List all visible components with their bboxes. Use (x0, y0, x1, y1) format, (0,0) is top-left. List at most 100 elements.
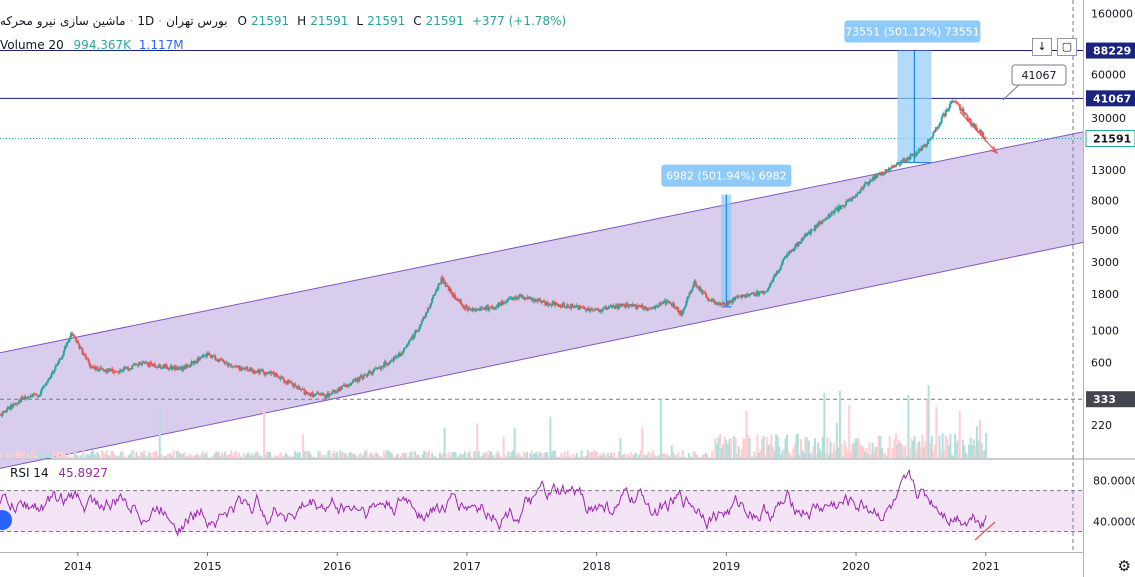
volume-bar (264, 455, 267, 458)
volume-bar (894, 433, 897, 458)
candle-body (253, 370, 256, 373)
scroll-down-icon[interactable]: ↓ (1032, 38, 1052, 56)
candle-body (449, 288, 452, 292)
candle-body (973, 124, 976, 128)
navigate-icon[interactable] (0, 510, 12, 530)
candle-body (196, 358, 199, 364)
candle-body (273, 372, 276, 377)
y-tick-1000: 1000 (1091, 325, 1119, 338)
candle-body (848, 198, 851, 201)
candle-body (226, 362, 229, 366)
volume-bar (719, 433, 722, 458)
candle-body (444, 282, 447, 287)
volume-bar (385, 450, 388, 458)
volume-legend[interactable]: Volume 20 994.367K 1.117M (0, 38, 184, 52)
candle-body (424, 312, 427, 318)
volume-bar (522, 451, 525, 458)
volume-bar (982, 451, 985, 458)
x-tick-2021: 2021 (972, 560, 1000, 573)
volume-bar (214, 451, 217, 458)
volume-bar (670, 445, 673, 458)
candle-body (431, 298, 434, 303)
candle-body (355, 378, 358, 383)
volume-bar (672, 451, 675, 458)
candle-body (948, 104, 951, 109)
volume-bar (860, 445, 863, 458)
volume-bar (849, 450, 852, 458)
volume-bar (893, 438, 896, 458)
volume-bar (739, 456, 742, 458)
volume-bar (132, 450, 135, 458)
rsi-legend[interactable]: RSI 14 45.8927 (10, 466, 108, 480)
candle-body (141, 361, 144, 364)
volume-bar (364, 450, 367, 458)
candle-body (216, 359, 219, 361)
volume-bar (835, 423, 838, 458)
volume-bar (57, 451, 60, 458)
candle-body (433, 294, 436, 296)
candle-body (796, 243, 799, 247)
candle-body (533, 300, 536, 302)
candle-body (633, 304, 636, 306)
candle-body (857, 192, 860, 194)
candle-body (290, 381, 293, 383)
volume-bar (625, 457, 628, 458)
candle-body (223, 361, 226, 364)
volume-bar (301, 434, 304, 458)
candle-body (602, 307, 605, 310)
candle-body (291, 382, 294, 384)
candle-body (707, 297, 710, 301)
symbol-name[interactable]: ماشین سازی نیرو محرکه (0, 14, 126, 28)
volume-value-2: 1.117M (138, 38, 184, 52)
candle-body (383, 361, 386, 368)
volume-bar (871, 442, 874, 458)
volume-bar (80, 454, 83, 458)
candle-body (210, 355, 213, 359)
volume-bar (759, 449, 762, 458)
volume-bar (656, 456, 659, 458)
interval-label[interactable]: 1D (137, 14, 155, 28)
candle-body (221, 360, 224, 362)
volume-bar (927, 385, 930, 458)
candle-body (364, 374, 367, 376)
candle-body (614, 305, 617, 309)
candle-body (741, 294, 744, 298)
volume-bar (202, 451, 205, 458)
volume-bar (669, 457, 672, 458)
candle-body (472, 308, 475, 311)
candle-body (203, 355, 206, 357)
volume-bar (624, 453, 627, 458)
candle-body (57, 360, 60, 364)
volume-bar (695, 454, 698, 458)
candle-body (362, 374, 365, 379)
candle-body (676, 307, 679, 309)
candle-body (219, 358, 222, 360)
volume-bar (848, 405, 851, 458)
volume-bar (743, 438, 746, 458)
volume-bar (354, 455, 357, 458)
gear-icon[interactable]: ⚙ (1117, 557, 1131, 575)
candle-body (661, 303, 664, 305)
candle-body (617, 305, 620, 309)
volume-bar (443, 427, 446, 458)
y-tick-160000: 160000 (1091, 7, 1133, 20)
volume-bar (635, 453, 638, 458)
volume-bar (146, 457, 149, 458)
candle-body (402, 350, 405, 353)
candle-body (931, 136, 934, 139)
volume-bar (283, 455, 286, 458)
volume-bar (390, 452, 393, 458)
candle-body (325, 396, 328, 399)
candle-body (718, 303, 721, 305)
candle-body (378, 367, 381, 369)
maximize-icon[interactable]: ▢ (1057, 38, 1077, 56)
candle-body (861, 187, 864, 189)
volume-bar (619, 437, 622, 458)
candle-body (920, 147, 923, 151)
candle-body (883, 172, 886, 175)
candle-body (397, 352, 400, 358)
volume-bar (281, 456, 284, 458)
volume-bar (723, 436, 726, 458)
